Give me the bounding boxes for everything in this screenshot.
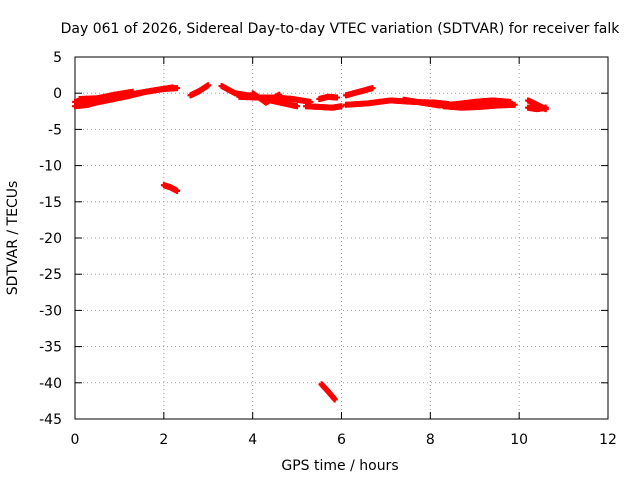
series-arc-4 xyxy=(187,82,212,99)
series-arc-7 xyxy=(249,90,283,106)
data-point xyxy=(334,94,341,101)
y-tick-label: -30 xyxy=(39,303,62,319)
series-layer xyxy=(72,82,549,403)
chart-title: Day 061 of 2026, Sidereal Day-to-day VTE… xyxy=(61,21,621,37)
data-point xyxy=(174,187,181,194)
y-axis-title: SDTVAR / TECUs xyxy=(5,181,21,296)
x-tick-label: 0 xyxy=(71,432,80,448)
data-point xyxy=(276,91,283,98)
data-point xyxy=(169,84,176,91)
x-tick-label: 12 xyxy=(599,432,617,448)
data-point xyxy=(205,82,212,89)
x-tick-label: 8 xyxy=(426,432,435,448)
x-tick-label: 10 xyxy=(510,432,528,448)
series-arc-8 xyxy=(302,103,345,111)
series-arc-13 xyxy=(440,101,518,111)
y-tick-label: -25 xyxy=(39,267,62,283)
y-tick-label: -5 xyxy=(48,122,62,138)
x-tick-label: 2 xyxy=(159,432,168,448)
series-arc-17 xyxy=(318,381,338,403)
series-arc-15 xyxy=(525,104,549,113)
ticks: 0 2 4 6 8 10 12 5 0 -5 -10 -15 -20 -25 -30 -35 -40 -45 xyxy=(39,50,617,448)
series-arc-9 xyxy=(316,93,341,102)
data-point xyxy=(511,101,518,108)
y-tick-label: 0 xyxy=(53,86,62,102)
y-tick-label: -35 xyxy=(39,340,62,356)
series-arc-16 xyxy=(160,182,181,194)
y-tick-label: -10 xyxy=(39,159,62,175)
grid xyxy=(75,57,608,419)
data-point xyxy=(542,104,549,111)
y-tick-label: 5 xyxy=(53,50,62,66)
data-point xyxy=(338,103,345,110)
data-point xyxy=(369,85,376,92)
data-point xyxy=(129,88,136,95)
x-tick-label: 6 xyxy=(337,432,346,448)
series-arc-3 xyxy=(76,88,136,102)
data-point xyxy=(331,396,338,403)
y-tick-label: -40 xyxy=(39,376,62,392)
data-point xyxy=(294,103,301,110)
y-tick-label: -45 xyxy=(39,412,62,428)
x-tick-label: 4 xyxy=(248,432,257,448)
series-arc-10 xyxy=(342,85,376,99)
x-axis-title: GPS time / hours xyxy=(281,458,398,474)
y-tick-label: -15 xyxy=(39,195,62,211)
y-tick-label: -20 xyxy=(39,231,62,247)
